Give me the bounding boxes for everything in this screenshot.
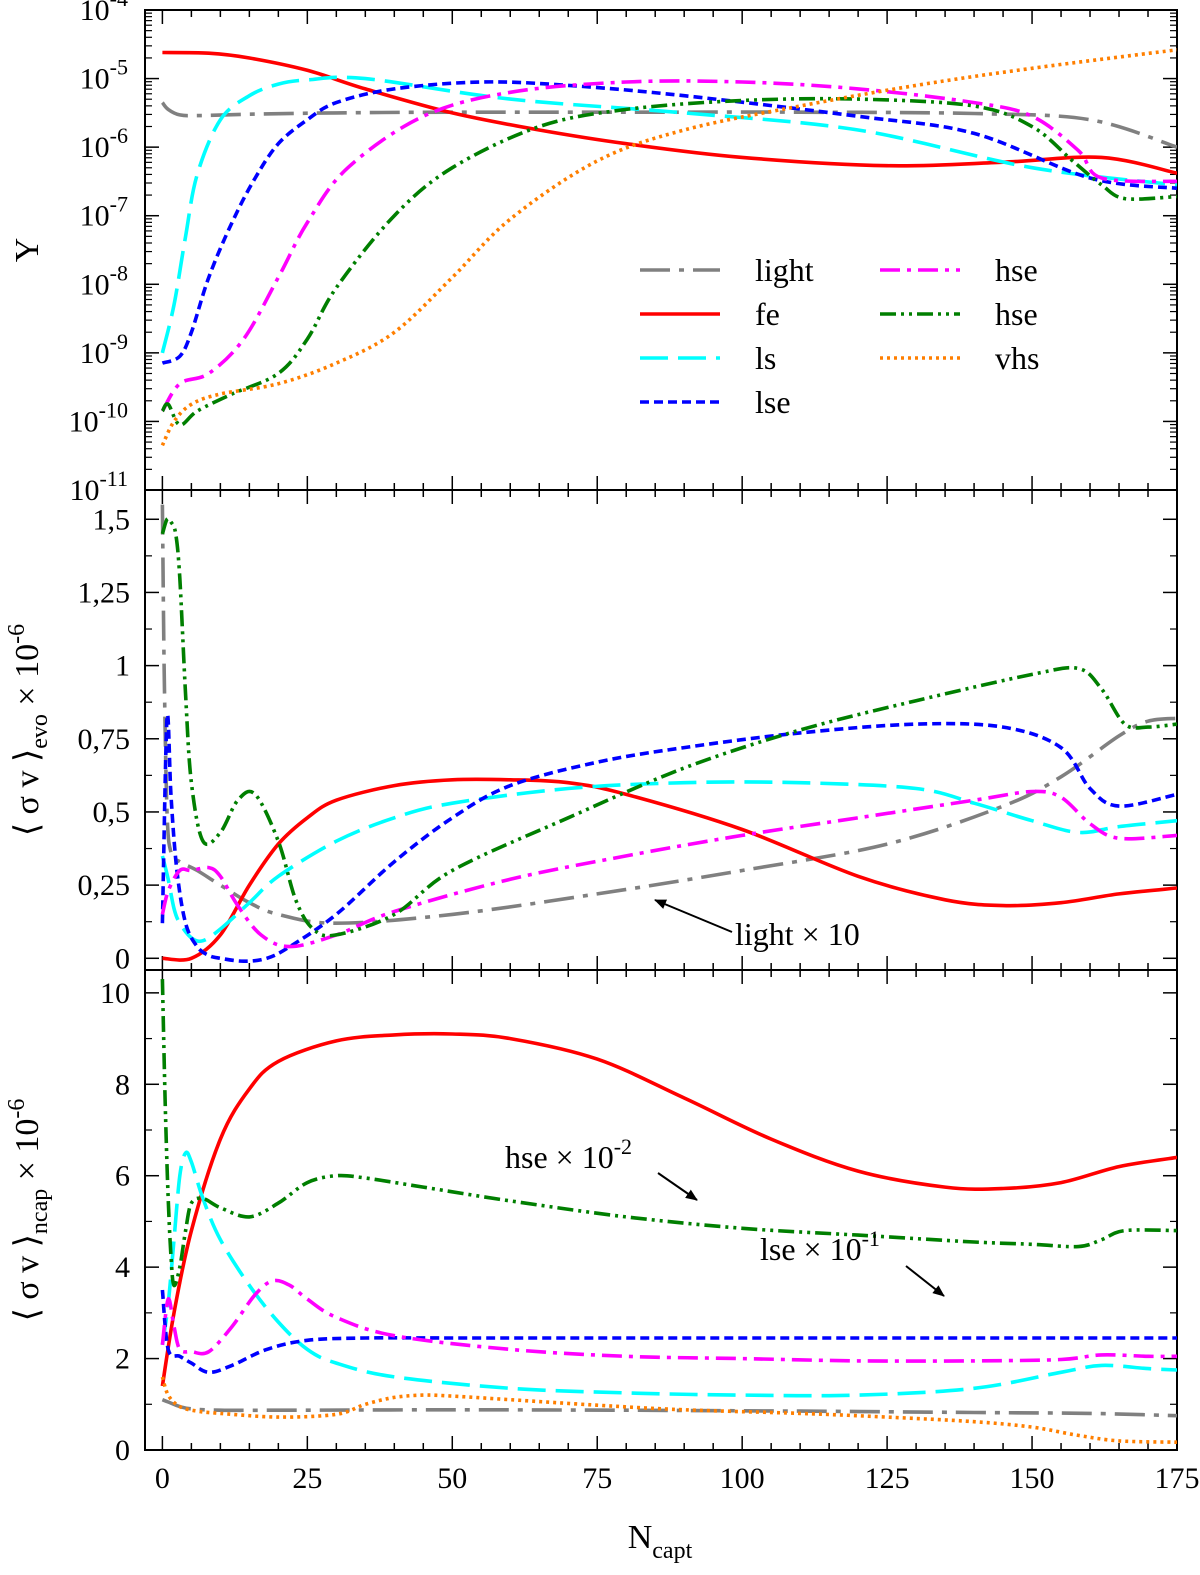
y-tick-label: 10: [100, 977, 130, 1010]
annotation-lse-main: lse × 10: [760, 1231, 862, 1267]
series-line-lse: [161, 80, 1177, 365]
y-tick-label: 0: [115, 942, 130, 975]
series-line-ls: [160, 1150, 1177, 1398]
annotation-lse-sup: -1: [862, 1226, 880, 1251]
x-tick-label-50: 50: [437, 1462, 467, 1495]
legend-label: vhs: [995, 340, 1039, 376]
x-tick-label-150: 150: [1010, 1462, 1055, 1495]
legend-label: fe: [755, 296, 780, 332]
x-tick-labels: 0 25 50 75 100 125 150 175: [155, 1462, 1200, 1495]
x-tick-label-175: 175: [1155, 1462, 1200, 1495]
legend-item-lse: lse: [640, 384, 791, 420]
panel-2-ylabel-main: ⟨ σ v ⟩: [9, 749, 46, 836]
y-tick-label-1e-6: 10-6: [80, 123, 128, 164]
panel-2-y-axis-label: ⟨ σ v ⟩evo × 10-6: [4, 624, 53, 836]
legend-label: hse: [995, 252, 1038, 288]
y-tick-label-1e-4: 10-4: [80, 0, 128, 27]
series-line-light: [161, 1398, 1177, 1418]
panel-3-frame: [144, 969, 1178, 1451]
y-tick-label-1e-7: 10-7: [80, 192, 128, 233]
y-tick-label-1e-11: 10-11: [69, 466, 128, 507]
series-line-hse-green: [160, 979, 1177, 1288]
legend: light fe ls lse hse hse vhs: [640, 252, 1039, 420]
series-line-hse-green: [160, 96, 1177, 427]
series-line-fe: [162, 777, 1177, 962]
series-line-light: [160, 101, 1177, 149]
annotation-hse-x10m2: hse × 10-2: [505, 1134, 698, 1201]
x-tick-label-100: 100: [720, 1462, 765, 1495]
legend-item-light: light: [640, 252, 814, 288]
panel-1-y-axis-label: Y: [9, 238, 46, 263]
legend-item-vhs: vhs: [880, 340, 1039, 376]
legend-label: lse: [755, 384, 791, 420]
annotation-light-x10: light × 10: [654, 899, 860, 952]
x-tick-label-0: 0: [155, 1462, 170, 1495]
legend-item-ls: ls: [640, 340, 776, 376]
y-tick-label: 4: [115, 1251, 130, 1284]
y-tick-label: 6: [115, 1160, 130, 1193]
y-tick-label: 0,5: [93, 796, 131, 829]
panel-3-ylabel-suffix: × 10: [9, 1119, 46, 1189]
panel-2-y-tick-labels: 0 0,25 0,5 0,75 1 1,25 1,5: [78, 503, 131, 975]
annotation-light-text: light × 10: [735, 916, 860, 952]
panel-3-y-axis-label: ⟨ σ v ⟩ncap × 10-6: [4, 1099, 53, 1322]
legend-label: light: [755, 252, 814, 288]
panel-2-ylabel-suffix: × 10: [9, 644, 46, 714]
panel-3-y-tick-labels: 0 2 4 6 8 10: [100, 977, 130, 1467]
x-tick-label-25: 25: [292, 1462, 322, 1495]
legend-item-fe: fe: [640, 296, 780, 332]
annotation-hse-sup: -2: [614, 1134, 632, 1159]
legend-item-hse-magenta: hse: [880, 252, 1038, 288]
annotation-lse-x10m1: lse × 10-1: [760, 1226, 945, 1297]
series-line-hse-green: [160, 516, 1177, 938]
y-tick-label: 2: [115, 1343, 130, 1376]
panel-1-y-tick-labels: 10-4 10-5 10-6 10-7 10-8 10-9 10-10 10-11: [69, 0, 128, 507]
y-tick-label: 1: [115, 650, 130, 683]
annotation-hse-text: hse × 10-2: [505, 1134, 632, 1175]
panel-3-series: [160, 979, 1177, 1444]
panel-3-ylabel-sup: -6: [4, 1099, 30, 1119]
y-tick-label-1e-5: 10-5: [80, 55, 128, 96]
panel-2-ylabel-sub: evo: [27, 714, 53, 749]
x-tick-label-75: 75: [582, 1462, 612, 1495]
annotation-lse-text: lse × 10-1: [760, 1226, 880, 1267]
series-line-hse-magenta: [160, 1278, 1177, 1363]
series-line-vhs: [160, 1376, 1177, 1444]
x-axis-label-main: N: [628, 1519, 653, 1556]
annotation-hse-arrow: [657, 1172, 698, 1201]
y-tick-label: 1,25: [78, 576, 131, 609]
y-tick-label: 0: [115, 1434, 130, 1467]
x-axis-label-sub: capt: [652, 1538, 692, 1564]
y-tick-label-1e-10: 10-10: [69, 397, 128, 438]
series-line-light: [160, 504, 1177, 925]
panel-2-ylabel-sup: -6: [4, 624, 30, 644]
legend-label: hse: [995, 296, 1038, 332]
panel-2-series: [160, 504, 1177, 963]
series-line-ls: [160, 780, 1177, 944]
panel-3-ylabel-sub: ncap: [27, 1189, 53, 1234]
annotation-lse-arrow: [905, 1265, 945, 1297]
y-tick-label-1e-9: 10-9: [80, 329, 128, 370]
x-tick-label-125: 125: [865, 1462, 910, 1495]
y-tick-label-1e-8: 10-8: [80, 260, 128, 301]
y-tick-label: 1,5: [93, 503, 131, 536]
panel-1-series: [160, 48, 1177, 447]
y-tick-label: 8: [115, 1068, 130, 1101]
y-tick-label: 0,25: [78, 869, 131, 902]
series-line-ls: [160, 75, 1177, 354]
y-tick-label: 0,75: [78, 723, 131, 756]
series-line-hse-magenta: [160, 789, 1177, 949]
series-line-vhs: [160, 48, 1177, 447]
series-line-lse: [160, 1289, 1177, 1375]
series-line-fe: [160, 1031, 1177, 1387]
annotation-hse-main: hse × 10: [505, 1139, 614, 1175]
legend-label: ls: [755, 340, 776, 376]
series-line-lse: [160, 713, 1177, 963]
panel-3-ylabel-main: ⟨ σ v ⟩: [9, 1234, 46, 1321]
annotation-light-arrow: [654, 899, 733, 933]
legend-item-hse-green: hse: [880, 296, 1038, 332]
x-axis-label: Ncapt: [628, 1519, 693, 1564]
